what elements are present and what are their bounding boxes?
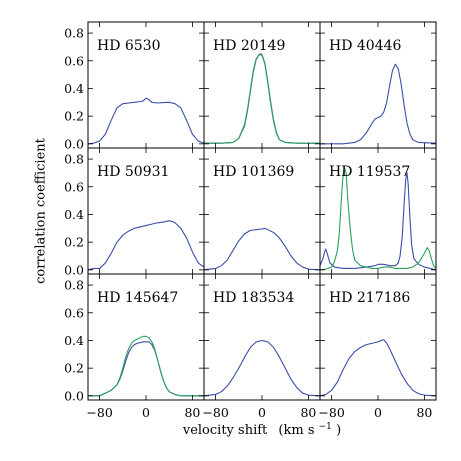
panel-5: HD 101369 — [203, 147, 321, 275]
panel-4: HD 50931 — [87, 147, 205, 275]
y-tick-labels: 0.00.20.40.60.80.00.20.40.60.80.00.20.40… — [64, 26, 84, 404]
panel-9-series-blue — [320, 339, 436, 397]
x-axis-unit-close: ) — [336, 423, 341, 438]
panel-4-label: HD 50931 — [97, 164, 169, 180]
x-tick-label: 80 — [300, 405, 316, 420]
y-tick-label: 0.0 — [64, 136, 84, 151]
x-tick-label: 0 — [258, 405, 266, 420]
y-tick-label: 0.2 — [64, 361, 84, 376]
panel-8: HD 183534 — [203, 273, 321, 401]
panel-4-series-blue — [88, 220, 204, 271]
x-tick-label: −80 — [86, 405, 112, 420]
x-tick-label: −80 — [202, 405, 228, 420]
y-tick-label: 0.6 — [64, 305, 84, 320]
y-tick-label: 0.8 — [64, 152, 84, 167]
y-tick-label: 0.4 — [64, 207, 84, 222]
y-axis-title: correlation coefficient — [34, 137, 49, 284]
panel-2: HD 20149 — [203, 21, 321, 149]
y-tick-label: 0.8 — [64, 26, 84, 41]
x-tick-label: 0 — [374, 405, 382, 420]
panel-6-series-blue — [320, 172, 436, 271]
y-tick-label: 0.4 — [64, 333, 84, 348]
y-tick-label: 0.2 — [64, 235, 84, 250]
panel-2-series-green — [204, 53, 320, 144]
y-tick-label: 0.0 — [64, 388, 84, 403]
panel-6-label: HD 119537 — [329, 164, 410, 180]
x-tick-label: 80 — [184, 405, 200, 420]
x-tick-label: −80 — [318, 405, 344, 420]
panel-7: HD 145647 — [87, 273, 205, 401]
x-axis-unit: (km s — [278, 423, 314, 438]
panel-7-series-blue — [88, 341, 204, 397]
panel-6-series-green — [320, 166, 436, 271]
y-tick-label: 0.6 — [64, 179, 84, 194]
x-tick-label: 0 — [142, 405, 150, 420]
y-tick-label: 0.0 — [64, 262, 84, 277]
y-tick-label: 0.2 — [64, 109, 84, 124]
panel-1-series-blue — [88, 97, 204, 145]
panel-9: HD 217186 — [319, 273, 437, 401]
panel-9-label: HD 217186 — [329, 290, 410, 306]
panel-8-series-blue — [204, 339, 320, 397]
x-tick-label: 80 — [416, 405, 432, 420]
y-tick-label: 0.6 — [64, 53, 84, 68]
x-tick-labels: −80 0 80 −80 0 80 −80 0 80 — [86, 405, 432, 420]
x-axis-label: velocity shift — [182, 423, 268, 438]
panel-frame — [319, 273, 437, 401]
panel-5-label: HD 101369 — [213, 164, 294, 180]
panel-3-label: HD 40446 — [329, 38, 402, 54]
y-tick-label: 0.8 — [64, 278, 84, 293]
panel-6: HD 119537 — [319, 147, 437, 275]
panel-2-series-blue — [204, 53, 320, 144]
panel-1-label: HD 6530 — [97, 38, 161, 54]
panel-5-series-blue — [204, 227, 320, 271]
x-axis-unit-exponent: −1 — [319, 422, 332, 432]
panel-3: HD 40446 — [319, 21, 437, 149]
panel-7-label: HD 145647 — [97, 290, 178, 306]
panels-layer: HD 6530 HD 20149 HD 40446 HD 50931 HD 101369… — [87, 21, 437, 401]
x-axis-title: velocity shift (km s −1 ) — [182, 418, 341, 438]
y-tick-label: 0.4 — [64, 81, 84, 96]
panel-3-series-blue — [320, 63, 436, 145]
panel-7-series-green — [88, 335, 204, 397]
panel-8-label: HD 183534 — [213, 290, 294, 306]
panel-2-label: HD 20149 — [213, 38, 285, 54]
panel-1: HD 6530 — [87, 21, 205, 149]
